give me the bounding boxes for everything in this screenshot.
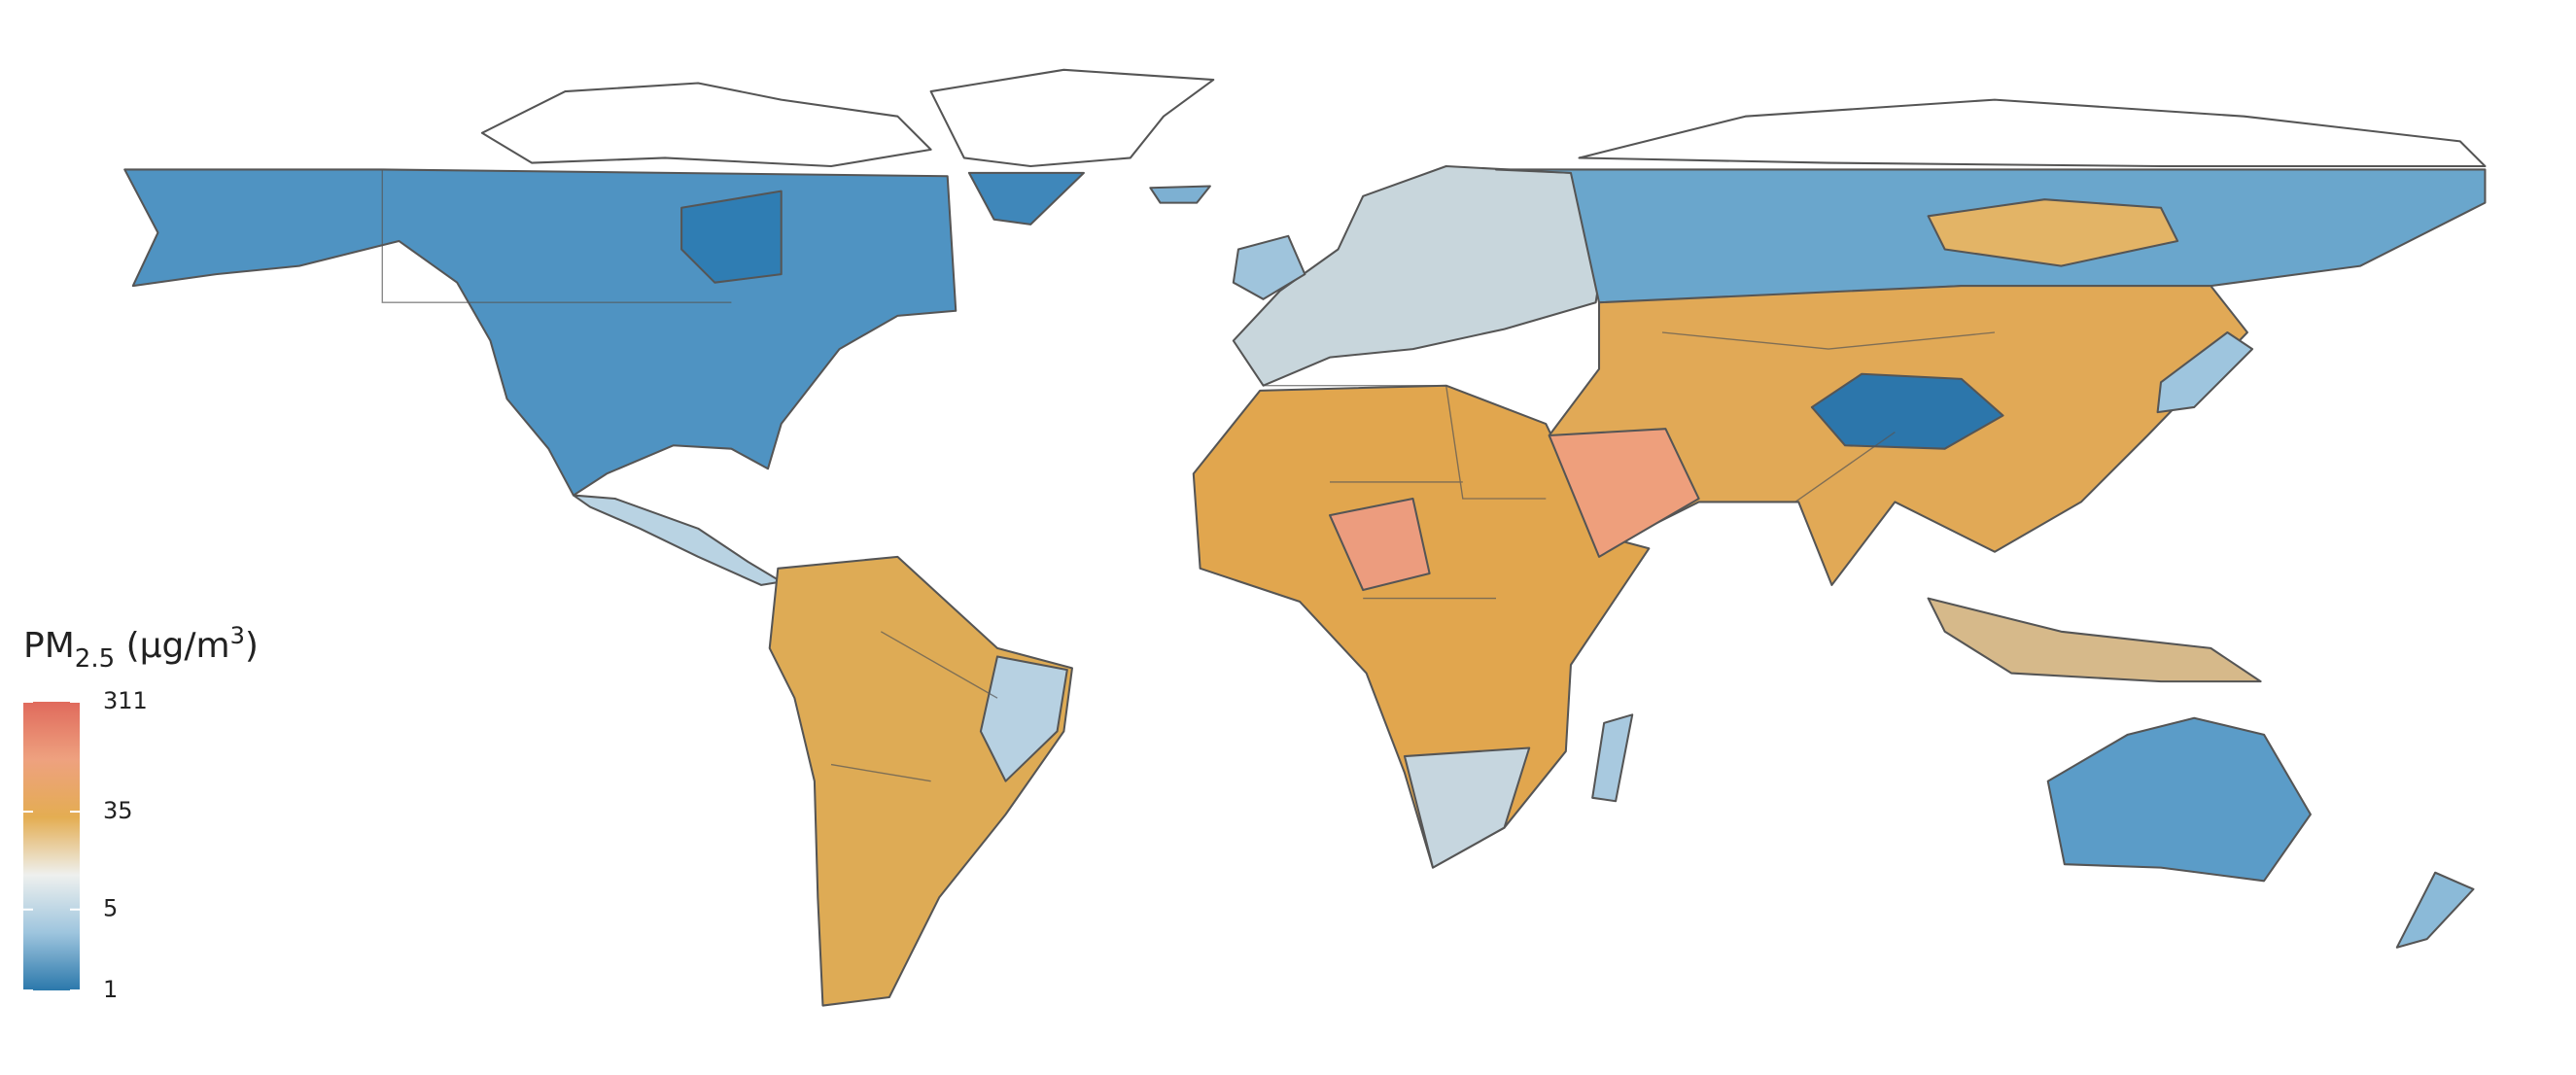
- eastern-brazil: [979, 655, 1068, 782]
- southern-africa: [1403, 746, 1531, 869]
- japan: [2156, 330, 2254, 414]
- madagascar: [1591, 713, 1634, 803]
- arctic-outline: [480, 68, 2487, 168]
- south-america: [768, 555, 1073, 1007]
- legend-title-unit: (µg/m: [115, 626, 229, 666]
- greenland: [967, 171, 1085, 225]
- hudson-area: [680, 190, 783, 284]
- legend-tick-label: 1: [103, 976, 118, 1003]
- legend-title-base: PM: [23, 626, 75, 666]
- legend: PM2.5 (µg/m3) 1 5 35 311: [23, 622, 259, 1003]
- indonesia: [1927, 597, 2262, 683]
- british-isles: [1232, 234, 1306, 300]
- iceland: [1149, 185, 1211, 204]
- arabia: [1548, 428, 1700, 558]
- legend-tick-label: 311: [103, 687, 148, 714]
- map-land: [123, 68, 2487, 1007]
- legend-title-close: ): [245, 626, 259, 666]
- central-america: [572, 494, 783, 586]
- new-zealand: [2395, 871, 2475, 949]
- legend-title: PM2.5 (µg/m3): [23, 622, 259, 674]
- country-borders: [381, 169, 1996, 782]
- color-bar: [23, 702, 80, 990]
- africa: [1192, 384, 1651, 869]
- siberia-patch: [1927, 198, 2179, 267]
- north-america: [123, 168, 957, 497]
- tibet: [1810, 372, 2004, 450]
- australia: [2046, 716, 2312, 883]
- sahel: [1328, 497, 1431, 592]
- legend-title-sub: 2.5: [75, 644, 115, 674]
- legend-tick-label: 5: [103, 895, 118, 922]
- legend-title-sup: 3: [230, 622, 245, 649]
- legend-tick-label: 35: [103, 797, 133, 824]
